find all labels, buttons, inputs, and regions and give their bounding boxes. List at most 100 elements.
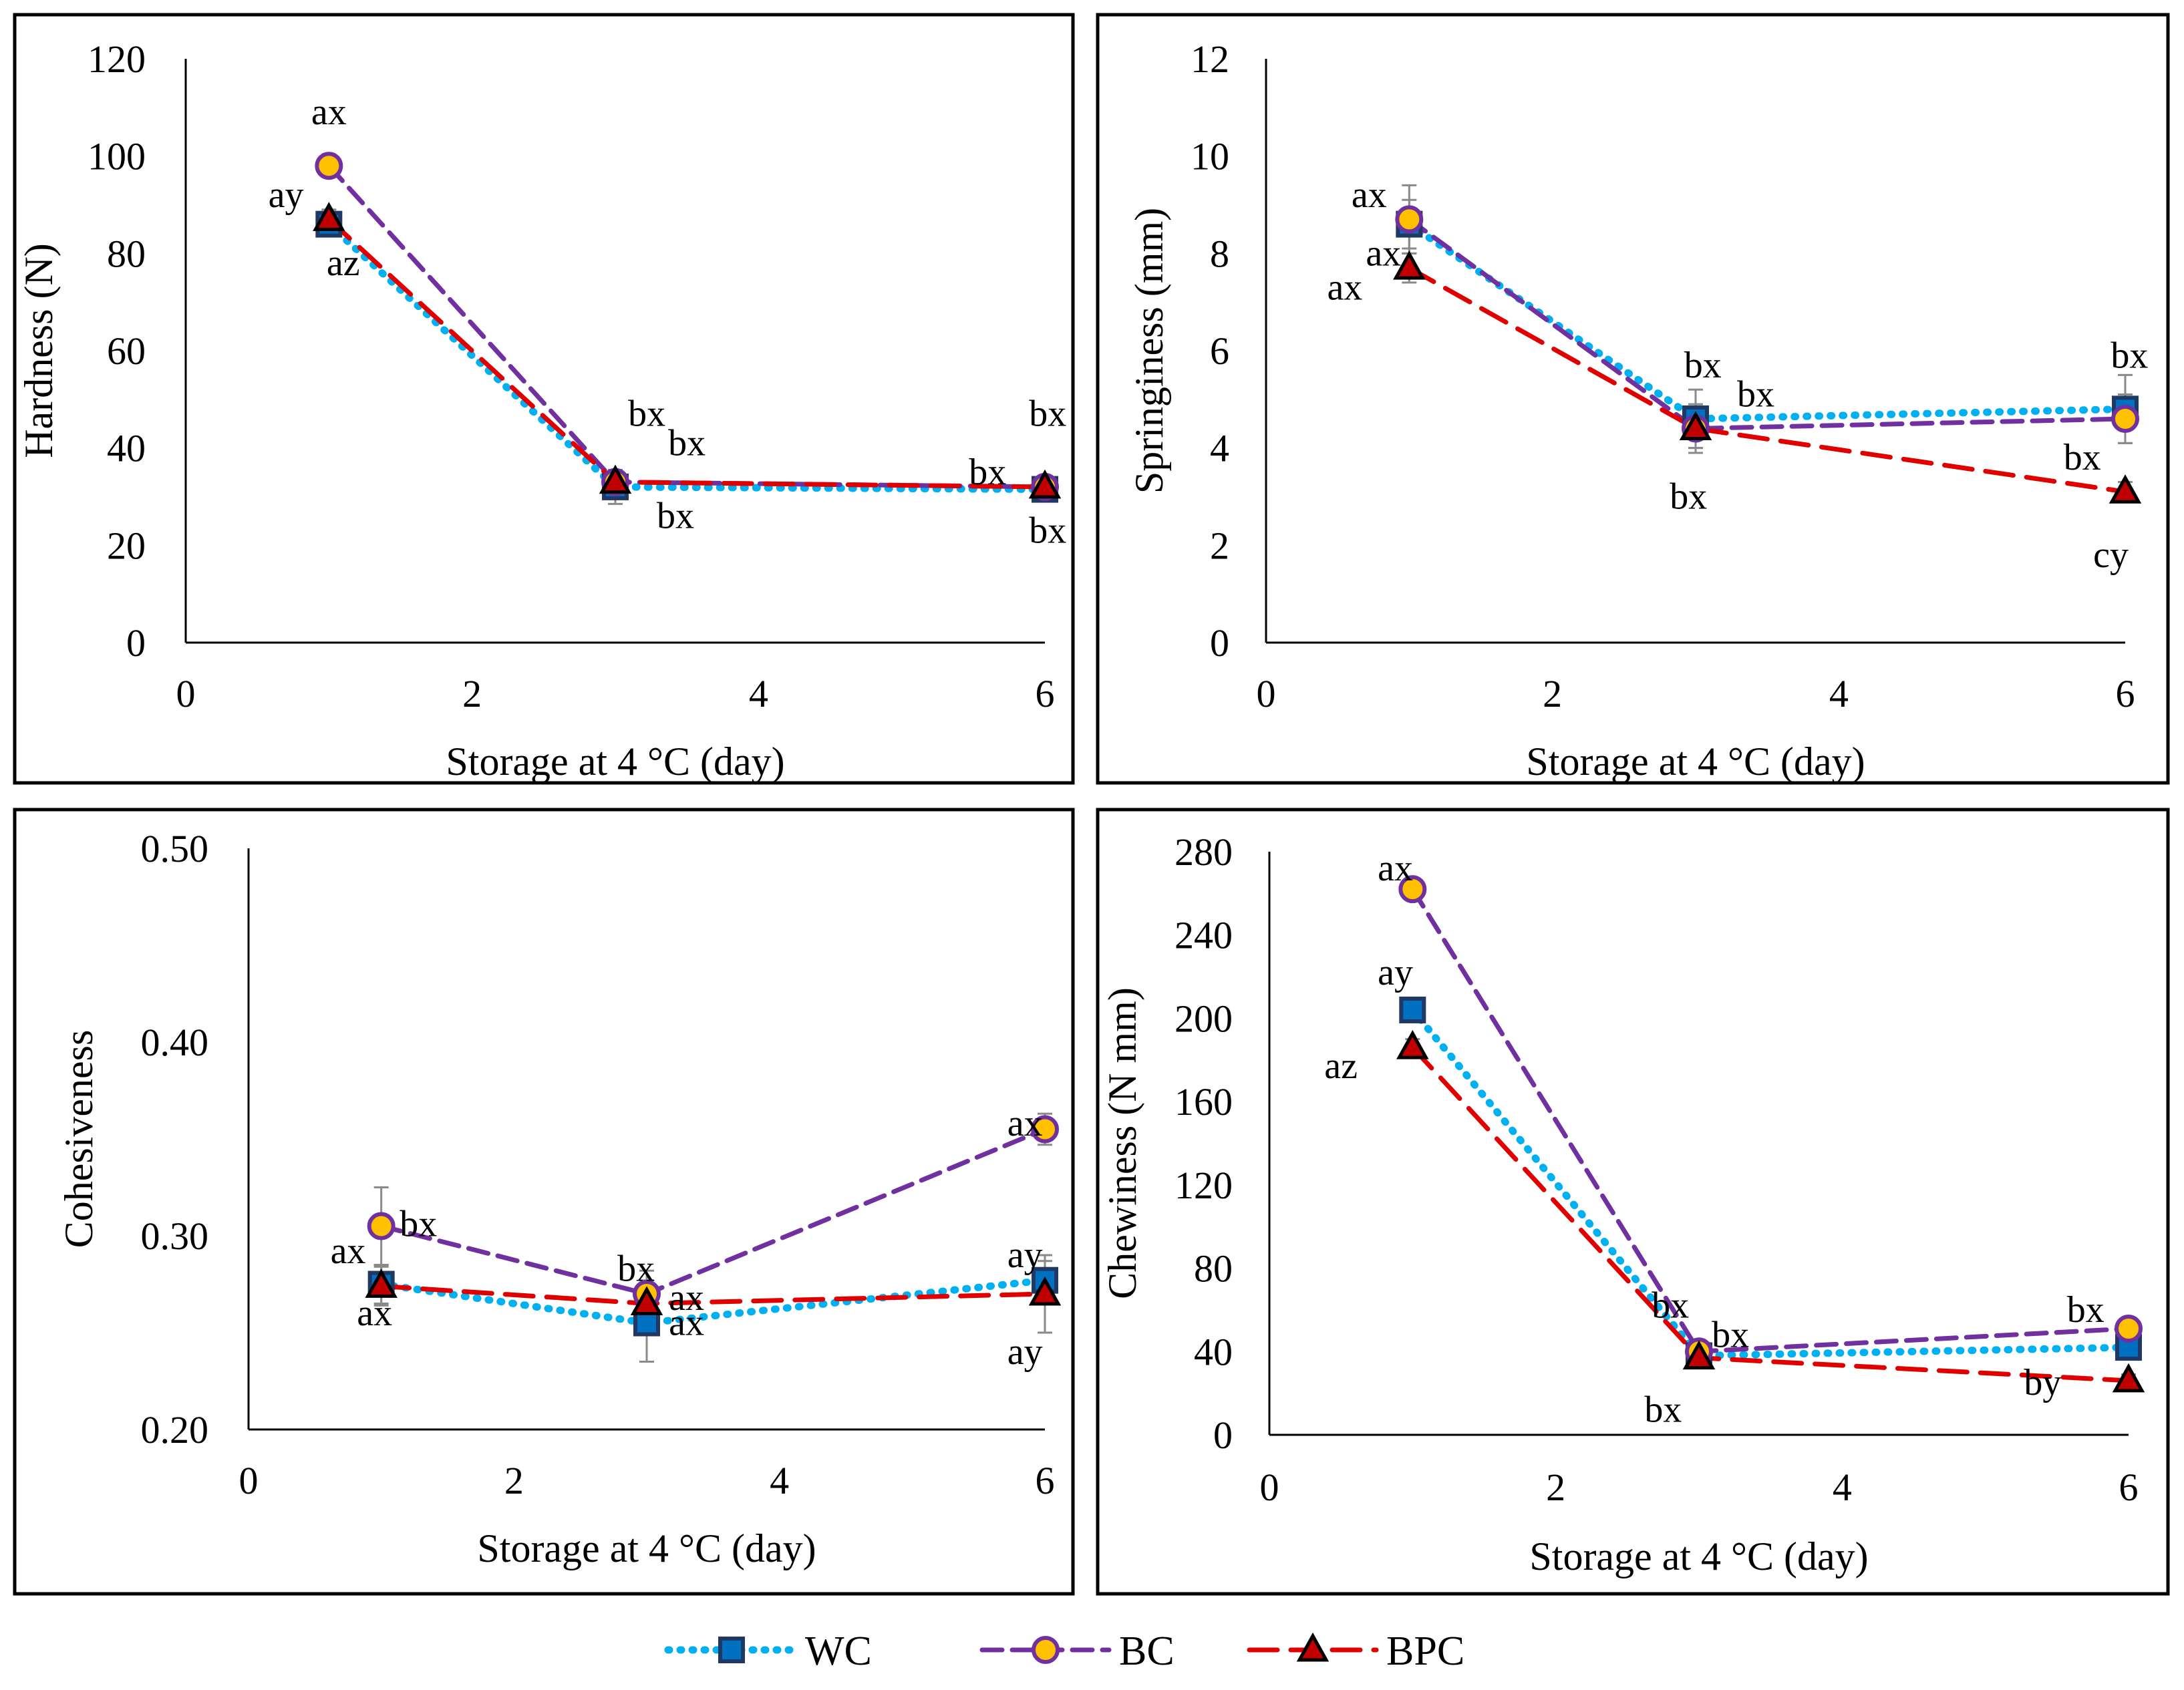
y-tick-label: 160 <box>1175 1080 1233 1124</box>
data-point-wc <box>633 1309 660 1337</box>
x-tick-label: 4 <box>749 672 768 715</box>
x-tick-label: 4 <box>770 1459 789 1502</box>
data-point-bc <box>1395 205 1424 234</box>
data-point-bc <box>1031 1115 1059 1144</box>
y-tick-label: 4 <box>1210 427 1229 470</box>
data-point-bpc <box>1679 411 1712 441</box>
y-tick-label: 0.40 <box>141 1021 209 1064</box>
y-tick-label: 10 <box>1191 135 1229 178</box>
x-tick-label: 0 <box>239 1459 259 1502</box>
legend-label: BC <box>1119 1629 1175 1674</box>
series-line-bc <box>1410 886 2131 1354</box>
y-tick-label: 80 <box>107 232 146 275</box>
y-tick-label: 100 <box>88 135 146 178</box>
significance-label: ax <box>1378 848 1413 889</box>
y-tick-label: 0 <box>126 621 146 665</box>
significance-label: ax <box>357 1293 392 1334</box>
series-line-bpc <box>1410 1045 2131 1383</box>
y-tick-label: 120 <box>1175 1164 1233 1207</box>
legend-marker <box>1032 1636 1060 1664</box>
significance-label: ay <box>269 174 304 216</box>
significance-label: az <box>327 242 360 284</box>
y-tick-label: 120 <box>88 37 146 81</box>
y-tick-label: 80 <box>1194 1247 1233 1291</box>
data-point-bpc <box>313 202 345 231</box>
data-point-bpc <box>1396 1029 1429 1059</box>
significance-label: bx <box>1029 510 1066 551</box>
y-tick-label: 240 <box>1175 914 1233 957</box>
y-axis-label: Cohesiveness <box>57 1030 101 1248</box>
significance-label: cy <box>2093 534 2129 576</box>
panel-frame <box>1096 13 2170 785</box>
x-axis-label: Storage at 4 °C (day) <box>446 739 784 784</box>
significance-label: bx <box>1737 374 1774 415</box>
data-point-bc <box>1398 875 1427 904</box>
legend-item-wc: WC <box>664 1629 872 1674</box>
significance-label: bx <box>2067 1289 2104 1331</box>
y-tick-label: 40 <box>107 427 146 470</box>
significance-label: bx <box>1652 1285 1689 1327</box>
x-tick-label: 4 <box>1833 1466 1852 1509</box>
data-point-bc <box>367 1212 396 1240</box>
significance-label: bx <box>969 452 1006 493</box>
y-tick-label: 0 <box>1213 1413 1233 1457</box>
significance-label: bx <box>1644 1389 1682 1431</box>
y-tick-label: 2 <box>1210 524 1229 567</box>
x-tick-label: 2 <box>504 1459 524 1502</box>
significance-label: bx <box>1670 476 1707 518</box>
data-point-bc <box>315 152 343 180</box>
significance-label: ax <box>1327 267 1362 308</box>
legend-marker <box>1296 1632 1330 1662</box>
legend-label: WC <box>805 1629 872 1674</box>
x-axis-label: Storage at 4 °C (day) <box>477 1526 816 1570</box>
y-tick-label: 280 <box>1175 830 1233 874</box>
data-point-bpc <box>1393 250 1426 280</box>
significance-label: az <box>1324 1045 1358 1087</box>
series-line-bpc <box>1406 265 2128 494</box>
y-tick-label: 0 <box>1210 621 1229 665</box>
significance-label: bx <box>657 496 694 537</box>
chart-panel-1: 0 20 40 60 80 100 120 0 2 4 6 Storage at 4 °C (day)… <box>13 13 1075 785</box>
y-tick-label: 12 <box>1191 37 1229 81</box>
series-line-bc <box>379 1127 1048 1297</box>
data-point-bpc <box>630 1286 663 1315</box>
y-tick-label: 20 <box>107 524 146 567</box>
data-point-bpc <box>365 1269 398 1298</box>
x-tick-label: 6 <box>1036 672 1055 715</box>
data-point-bpc <box>1682 1340 1716 1370</box>
y-tick-label: 200 <box>1175 997 1233 1040</box>
x-axis-label: Storage at 4 °C (day) <box>1529 1534 1868 1578</box>
significance-label: ax <box>1352 174 1387 216</box>
data-point-bpc <box>2109 474 2142 504</box>
significance-label: bx <box>400 1204 437 1245</box>
panel-frame <box>13 13 1075 785</box>
y-tick-label: 0.50 <box>141 827 209 870</box>
x-tick-label: 6 <box>2119 1466 2139 1509</box>
legend-label: BPC <box>1386 1629 1464 1674</box>
legend: WC BC BPC <box>664 1629 1464 1674</box>
x-tick-label: 2 <box>462 672 482 715</box>
y-tick-label: 60 <box>107 329 146 373</box>
data-point-bpc <box>2112 1363 2145 1393</box>
significance-label: bx <box>2111 335 2148 376</box>
y-axis-label: Hardness (N) <box>17 243 61 458</box>
significance-label: ay <box>1007 1331 1043 1373</box>
data-point-bpc <box>1028 469 1062 499</box>
chart-panel-2: 0 2 4 6 8 10 12 0 2 4 6 Storage at 4 °C (day) Spring… <box>1096 13 2170 785</box>
significance-label: ax <box>331 1230 366 1272</box>
chart-panel-3: 0.20 0.30 0.40 0.50 0 2 4 6 Storage at 4 °C (day… <box>13 808 1075 1596</box>
y-tick-label: 40 <box>1194 1330 1233 1373</box>
significance-label: ax <box>669 1303 704 1344</box>
significance-label: ax <box>1366 232 1401 274</box>
x-tick-label: 4 <box>1829 672 1849 715</box>
significance-label: bx <box>628 393 665 435</box>
significance-label: bx <box>1712 1314 1749 1355</box>
significance-label: ax <box>669 1277 704 1319</box>
y-tick-label: 8 <box>1210 232 1229 275</box>
series-line-bc <box>1406 216 2128 432</box>
x-tick-label: 0 <box>1257 672 1276 715</box>
x-tick-label: 0 <box>176 672 196 715</box>
y-axis-label: Springiness (mm) <box>1127 208 1171 494</box>
